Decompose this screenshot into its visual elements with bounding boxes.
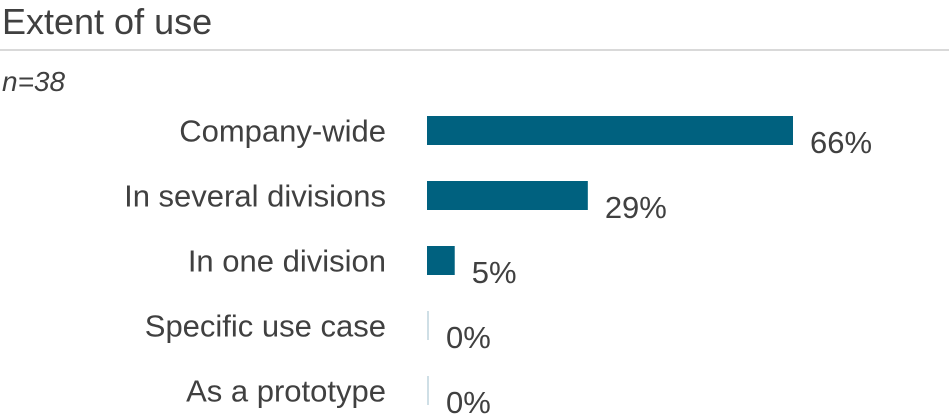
bar-company-wide (427, 116, 793, 145)
category-label-in-several-divisions: In several divisions (124, 179, 386, 214)
value-label-in-one-division: 5% (472, 255, 517, 290)
sample-size: n=38 (2, 66, 66, 97)
bar-in-one-division (427, 246, 455, 275)
category-label-company-wide: Company-wide (179, 114, 386, 149)
bar-as-a-prototype (427, 376, 429, 405)
value-label-in-several-divisions: 29% (605, 190, 667, 225)
bar-in-several-divisions (427, 181, 588, 210)
category-label-in-one-division: In one division (188, 244, 386, 279)
chart-title: Extent of use (2, 1, 213, 42)
value-label-specific-use-case: 0% (446, 320, 491, 355)
value-label-as-a-prototype: 0% (446, 385, 491, 417)
bar-specific-use-case (427, 311, 429, 340)
category-label-specific-use-case: Specific use case (145, 309, 386, 344)
title-divider (0, 49, 949, 51)
value-label-company-wide: 66% (810, 125, 872, 160)
category-label-as-a-prototype: As a prototype (186, 374, 386, 409)
